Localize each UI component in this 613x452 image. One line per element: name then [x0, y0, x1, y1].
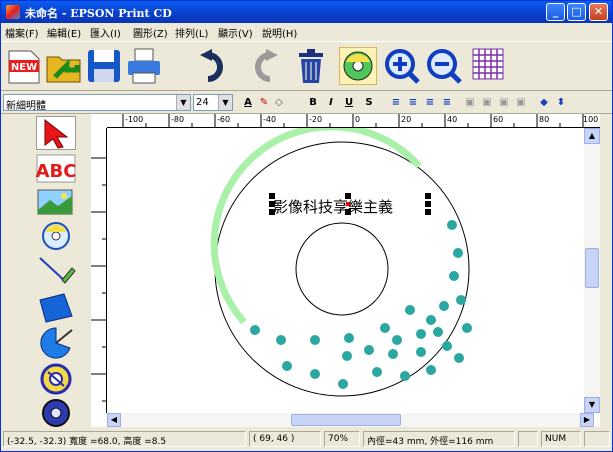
arc-text-shape[interactable] — [210, 123, 422, 325]
app-icon[interactable] — [6, 5, 20, 19]
ruler-tick-label: 100 — [583, 115, 599, 124]
open-icon[interactable] — [45, 47, 83, 85]
print-icon[interactable] — [125, 47, 163, 85]
text-abc-icon[interactable]: ABC — [36, 152, 76, 186]
status-empty — [518, 431, 538, 447]
maximize-button[interactable]: □ — [567, 3, 586, 21]
underline-button[interactable]: U — [344, 97, 354, 108]
align-right-icon[interactable]: ≡ — [425, 97, 435, 108]
status-bar: (-32.5, -32.3) 寬度 =68.0, 高度 =8.5 ( 69, 4… — [1, 428, 612, 451]
fill-color-icon[interactable]: ◇ — [275, 97, 283, 108]
align-justify-icon[interactable]: ≡ — [442, 97, 452, 108]
ruler-tick-label: -80 — [171, 115, 185, 124]
menu-help[interactable]: 說明(H) — [262, 29, 298, 40]
disc-hole — [295, 222, 389, 316]
menu-view[interactable]: 顯示(V) — [218, 29, 253, 40]
horizontal-scrollbar[interactable]: ◀ ▶ — [107, 413, 594, 427]
ruler-tick-label: -40 — [263, 115, 277, 124]
cd-view-icon[interactable] — [339, 47, 377, 85]
ruler-tick-label: -20 — [309, 115, 323, 124]
font-select[interactable]: 新細明體 ▼ — [3, 94, 191, 112]
undo-icon[interactable] — [196, 47, 234, 85]
new-icon[interactable]: NEW — [7, 47, 45, 85]
select-arrow-icon[interactable] — [36, 116, 76, 150]
rectangle-icon[interactable] — [36, 290, 76, 324]
new-label: NEW — [11, 62, 37, 73]
svg-text:ABC: ABC — [36, 161, 76, 182]
line-icon[interactable] — [36, 254, 76, 288]
image-icon[interactable] — [36, 186, 76, 220]
delete-icon[interactable] — [292, 47, 330, 85]
italic-button[interactable]: I — [329, 97, 333, 108]
flip-horizontal-icon[interactable]: ◆ — [540, 97, 548, 108]
scroll-right-icon[interactable]: ▶ — [580, 413, 594, 427]
disc-icon[interactable] — [36, 398, 76, 432]
bring-front-icon[interactable]: ▣ — [465, 97, 475, 108]
fan-shape-icon[interactable] — [36, 326, 76, 360]
status-diameter: 內徑=43 mm, 外徑=116 mm — [363, 431, 515, 447]
main-toolbar: NEW — [1, 41, 612, 91]
status-position-size: (-32.5, -32.3) 寬度 =68.0, 高度 =8.5 — [3, 431, 246, 447]
window-title: 未命名 - EPSON Print CD — [25, 7, 172, 20]
menu-file[interactable]: 檔案(F) — [5, 29, 39, 40]
shadow-button[interactable]: S — [365, 97, 373, 108]
zoom-out-icon[interactable] — [425, 47, 463, 85]
group-icon[interactable]: ▣ — [499, 97, 509, 108]
ruler-tick-label: 80 — [539, 115, 550, 124]
format-toolbar: 新細明體 ▼ 24 ▼ A ✎ ◇ B I U S ≡ ≡ ≡ ≡ ▣ ▣ ▣ ▣ … — [1, 92, 612, 114]
line-color-icon[interactable]: ✎ — [259, 97, 269, 108]
ruler-tick-label: -100 — [125, 115, 144, 124]
redo-icon[interactable] — [244, 47, 282, 85]
tool-palette: ABC — [30, 114, 90, 427]
status-zoom: 70% — [324, 431, 360, 447]
menu-import[interactable]: 匯入(I) — [90, 29, 121, 40]
scroll-down-icon[interactable]: ▼ — [584, 397, 600, 413]
menu-shape[interactable]: 圖形(Z) — [133, 29, 168, 40]
ruler-tick-label: 60 — [493, 115, 504, 124]
circle-text-icon[interactable] — [36, 362, 76, 396]
scroll-left-icon[interactable]: ◀ — [107, 413, 121, 427]
flip-vertical-icon[interactable]: ⬍ — [556, 97, 566, 108]
status-num: NUM — [541, 431, 581, 447]
scroll-thumb[interactable] — [585, 248, 599, 288]
vertical-scrollbar[interactable]: ▲ ▼ — [584, 128, 600, 413]
font-size-select[interactable]: 24 ▼ — [193, 94, 233, 111]
ruler-tick-label: 20 — [401, 115, 412, 124]
bold-button[interactable]: B — [309, 97, 317, 108]
send-back-icon[interactable]: ▣ — [482, 97, 492, 108]
menu-arrange[interactable]: 排列(L) — [175, 29, 209, 40]
ruler-tick-label: 0 — [355, 115, 361, 124]
ruler-tick-label: 40 — [447, 115, 458, 124]
chevron-down-icon[interactable]: ▼ — [176, 95, 190, 110]
label-text[interactable]: 影像科技享樂主義 — [273, 198, 394, 216]
title-bar[interactable]: 未命名 - EPSON Print CD _ □ ✕ — [1, 1, 612, 23]
design-canvas[interactable] — [91, 114, 600, 427]
align-left-icon[interactable]: ≡ — [391, 97, 401, 108]
status-grip[interactable] — [584, 431, 610, 447]
cd-label-icon[interactable] — [36, 220, 76, 254]
minimize-button[interactable]: _ — [546, 3, 565, 21]
horizontal-ruler: -100 -80 -60 -40 -20 0 20 40 60 80 100 — [107, 114, 600, 128]
selection-handles[interactable] — [269, 193, 431, 215]
save-icon[interactable] — [85, 47, 123, 85]
scroll-thumb[interactable] — [291, 414, 401, 426]
vertical-ruler — [91, 128, 107, 413]
ruler-tick-label: -60 — [217, 115, 231, 124]
ungroup-icon[interactable]: ▣ — [516, 97, 526, 108]
grid-icon[interactable] — [471, 47, 509, 85]
font-color-icon[interactable]: A — [244, 97, 252, 108]
scroll-up-icon[interactable]: ▲ — [584, 128, 600, 144]
menu-bar: 檔案(F) 編輯(E) 匯入(I) 圖形(Z) 排列(L) 顯示(V) 說明(H… — [1, 23, 612, 40]
status-cursor: ( 69, 46 ) — [249, 431, 321, 447]
chevron-down-icon[interactable]: ▼ — [218, 95, 232, 110]
decoration-dots[interactable] — [250, 220, 472, 389]
zoom-in-icon[interactable] — [383, 47, 421, 85]
menu-edit[interactable]: 編輯(E) — [47, 29, 82, 40]
align-center-icon[interactable]: ≡ — [408, 97, 418, 108]
close-button[interactable]: ✕ — [589, 3, 608, 21]
